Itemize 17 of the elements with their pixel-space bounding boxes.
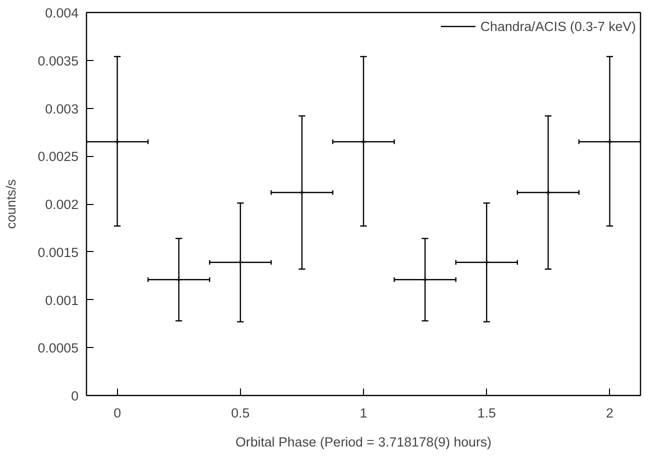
- x-tick-label: 2: [606, 406, 614, 420]
- y-tick-label: 0.0035: [38, 53, 78, 68]
- x-tick-label: 1: [360, 406, 368, 420]
- legend-label: Chandra/ACIS (0.3-7 keV): [480, 18, 636, 34]
- x-axis-title: Orbital Phase (Period = 3.718178(9) hours): [236, 434, 492, 450]
- x-tick-label: 1.5: [477, 406, 496, 420]
- x-tick-label: 0: [114, 406, 121, 420]
- y-tick-label: 0.002: [45, 197, 79, 212]
- y-tick-label: 0.0015: [38, 244, 78, 260]
- x-tick-label: 0.5: [231, 406, 250, 420]
- y-tick-label: 0.004: [45, 6, 80, 20]
- y-tick-label: 0.003: [45, 101, 79, 116]
- y-tick-label: 0.0005: [38, 340, 78, 356]
- y-tick-label: 0: [71, 388, 79, 404]
- y-tick-label: 0.0025: [38, 149, 78, 164]
- y-axis-title: counts/s: [4, 178, 19, 229]
- y-tick-label: 0.001: [45, 292, 79, 308]
